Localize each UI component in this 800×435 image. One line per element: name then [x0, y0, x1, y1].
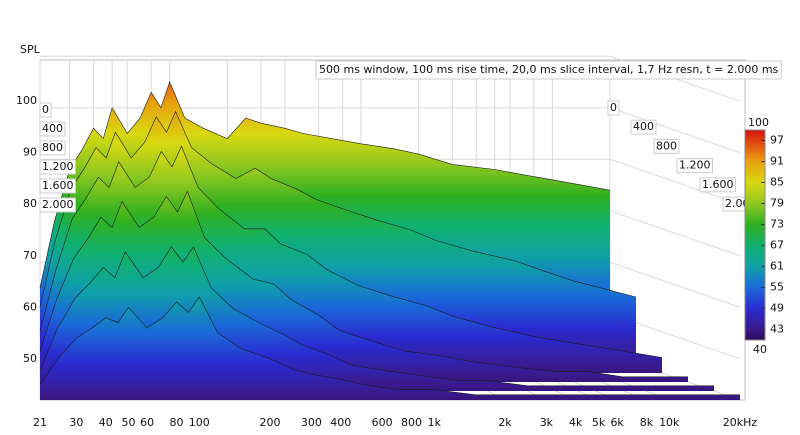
slice-line [39, 190, 688, 378]
color-bar [744, 129, 766, 341]
color-bar-label: 67 [770, 239, 784, 252]
color-bar-label: 49 [770, 302, 784, 315]
x-tick-label: 8k [640, 416, 654, 429]
color-bar-label: 85 [770, 176, 784, 189]
grid-line [609, 158, 741, 205]
x-tick-label: 3k [540, 416, 554, 429]
time-tick-label-left: 800 [42, 141, 63, 154]
x-tick-label: 1k [428, 416, 442, 429]
grid-line [609, 261, 741, 308]
color-bar-label: 97 [770, 134, 784, 147]
slice-line [39, 81, 611, 289]
time-tick-label-left: 400 [42, 122, 63, 135]
time-tick-label-right: 1.600 [702, 178, 734, 191]
x-tick-label: 5k [592, 416, 606, 429]
x-tick-label: 30 [69, 416, 83, 429]
color-bar-label: 73 [770, 218, 784, 231]
x-tick-label: 21 [33, 416, 47, 429]
time-label-box [676, 158, 713, 174]
time-label-box [39, 159, 76, 175]
time-label-box [699, 177, 736, 193]
time-label-box [607, 100, 620, 116]
x-tick-label: 300 [301, 416, 322, 429]
x-tick-label: 600 [372, 416, 393, 429]
x-tick-label: 40 [99, 416, 113, 429]
color-bar-label: 40 [753, 343, 767, 356]
time-tick-label-left: 0 [42, 103, 49, 116]
y-tick-label: 70 [23, 249, 37, 262]
time-label-box [39, 197, 76, 213]
x-tick-label: 400 [330, 416, 351, 429]
color-bar-label: 43 [770, 323, 784, 336]
y-tick-label: 60 [23, 300, 37, 313]
x-tick-label: 60 [140, 416, 154, 429]
color-bar-label: 79 [770, 197, 784, 210]
y-axis-label: SPL [20, 43, 41, 56]
x-tick-label: 800 [401, 416, 422, 429]
time-tick-label-right: 800 [656, 139, 677, 152]
x-tick-label: 50 [122, 416, 136, 429]
color-bar-label: 55 [770, 281, 784, 294]
title-box [315, 60, 782, 80]
chart-title: 500 ms window, 100 ms rise time, 20,0 ms… [319, 63, 779, 76]
x-tick-label: 10k [659, 416, 680, 429]
time-tick-label-left: 1.600 [42, 179, 74, 192]
time-label-box [39, 178, 76, 194]
slice-line [39, 296, 740, 396]
time-label-box [39, 121, 66, 137]
grid-line [609, 107, 741, 154]
time-tick-label-left: 1.200 [42, 160, 74, 173]
time-label-box [630, 119, 657, 135]
slice-line [39, 145, 663, 358]
time-tick-label-right: 400 [633, 120, 654, 133]
grid-line [609, 210, 741, 257]
x-tick-label: 2k [498, 416, 512, 429]
x-tick-label: 20kHz [723, 416, 758, 429]
y-tick-label: 100 [16, 94, 37, 107]
color-bar-label: 100 [748, 116, 769, 129]
color-bar-label: 61 [770, 260, 784, 273]
color-bar-label: 91 [770, 155, 784, 168]
x-tick-label: 200 [260, 416, 281, 429]
x-tick-label: 4k [569, 416, 583, 429]
time-label-box [39, 140, 66, 156]
y-tick-label: 90 [23, 146, 37, 159]
y-tick-label: 50 [23, 352, 37, 365]
slice-line [39, 246, 714, 387]
slice-area [40, 297, 740, 400]
y-tick-label: 80 [23, 197, 37, 210]
time-tick-label-right: 1.200 [679, 159, 711, 172]
time-label-box [39, 102, 52, 118]
time-tick-label-right: 0 [610, 101, 617, 114]
time-tick-label-left: 2.000 [42, 198, 74, 211]
x-tick-label: 80 [170, 416, 184, 429]
slice-line [39, 110, 637, 308]
x-tick-label: 6k [610, 416, 624, 429]
x-tick-label: 100 [189, 416, 210, 429]
time-label-box [653, 138, 680, 154]
